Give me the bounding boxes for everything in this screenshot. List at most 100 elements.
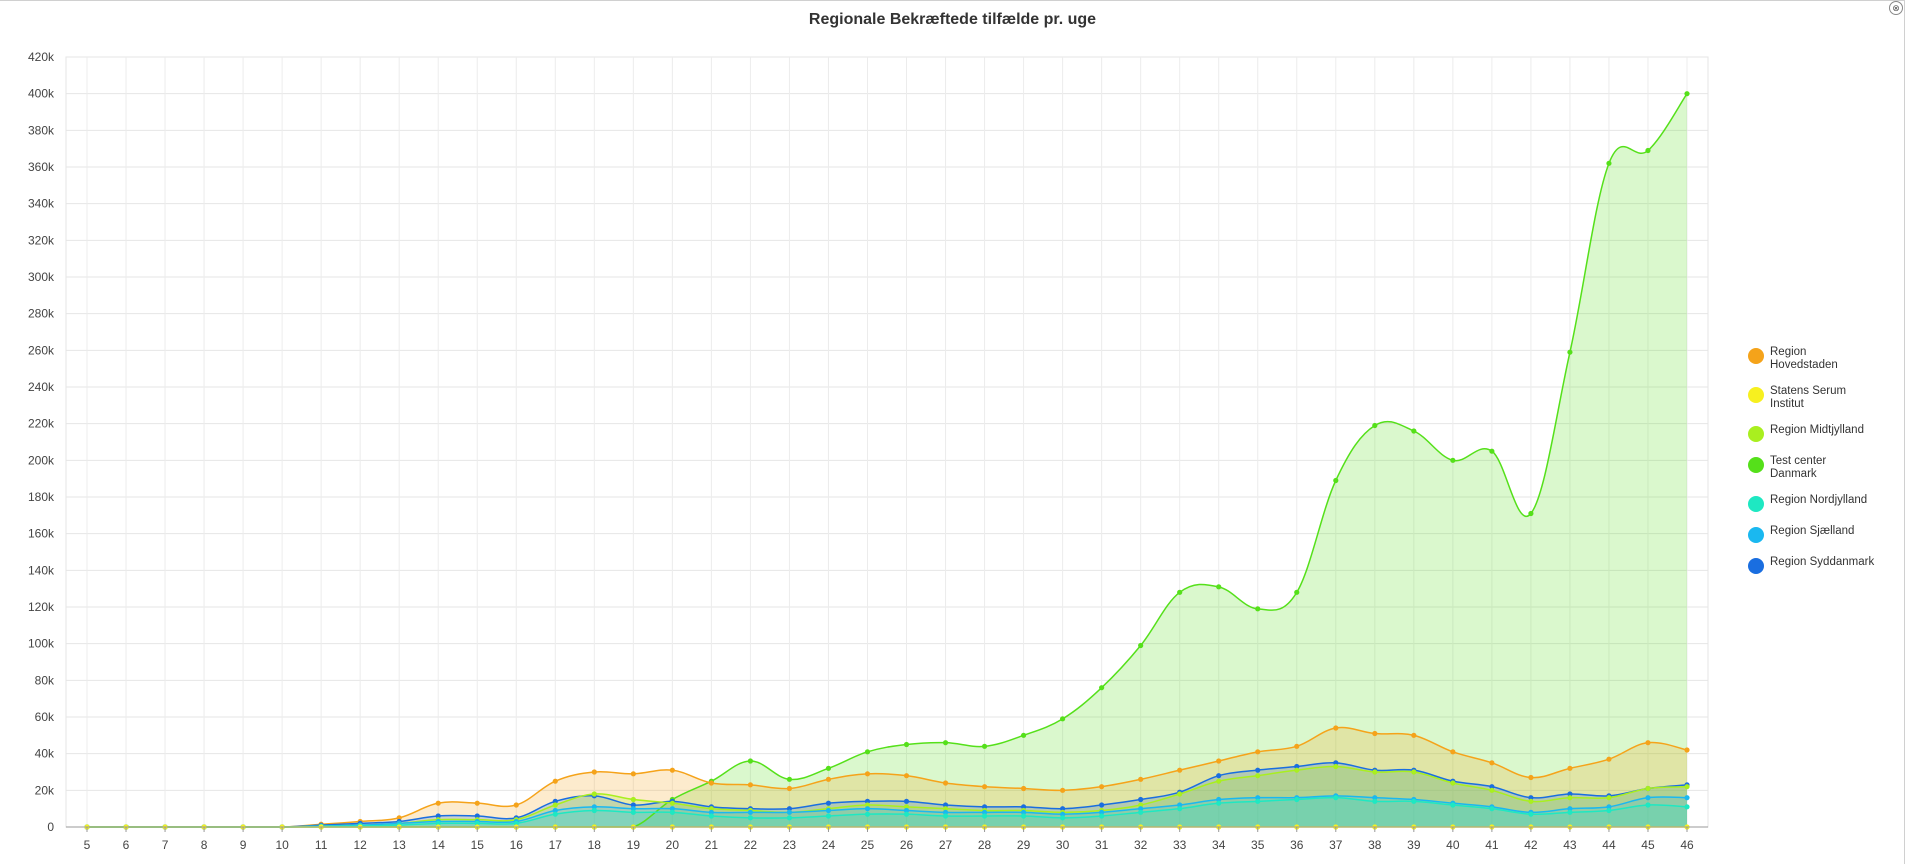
data-point xyxy=(1606,804,1612,810)
data-point xyxy=(1450,802,1456,808)
y-tick-label: 360k xyxy=(28,160,55,174)
x-tick-label: 42 xyxy=(1524,838,1538,852)
data-point xyxy=(1138,796,1144,803)
data-point xyxy=(1567,765,1573,771)
legend-item[interactable]: Region Sjælland xyxy=(1748,525,1898,543)
series-line xyxy=(87,796,1688,828)
data-point xyxy=(630,796,636,803)
y-tick-label: 100k xyxy=(28,637,55,651)
y-tick-label: 340k xyxy=(28,197,55,211)
data-point xyxy=(1020,813,1027,819)
data-point xyxy=(591,791,597,797)
y-tick-label: 380k xyxy=(28,123,55,137)
data-point xyxy=(1411,732,1417,738)
x-tick-label: 5 xyxy=(84,838,91,852)
data-point xyxy=(786,809,793,815)
y-tick-label: 180k xyxy=(28,490,55,504)
legend-label: Test center Danmark xyxy=(1770,455,1827,480)
data-point xyxy=(1606,160,1612,166)
data-point xyxy=(1138,802,1144,808)
data-point xyxy=(1255,795,1261,801)
data-point xyxy=(1216,758,1222,764)
legend-item[interactable]: Region Hovedstaden xyxy=(1748,346,1898,372)
x-tick-label: 31 xyxy=(1095,838,1109,852)
series-area xyxy=(87,797,1687,827)
data-point xyxy=(903,811,910,817)
x-tick-label: 32 xyxy=(1134,838,1148,852)
series-area xyxy=(87,766,1687,827)
data-point xyxy=(1372,422,1378,429)
legend-item[interactable]: Region Midtjylland xyxy=(1748,424,1898,442)
data-point xyxy=(669,806,675,812)
x-tick-label: 36 xyxy=(1290,838,1304,852)
x-tick-label: 45 xyxy=(1641,838,1655,852)
close-icon[interactable]: ⊗ xyxy=(1889,1,1903,15)
data-point xyxy=(1099,802,1105,808)
data-point xyxy=(1294,796,1300,803)
data-point xyxy=(1177,806,1183,812)
legend-item[interactable]: Region Syddanmark xyxy=(1748,556,1898,574)
x-tick-label: 35 xyxy=(1251,838,1265,852)
legend-label: Region Syddanmark xyxy=(1770,556,1875,568)
legend-label: Region Hovedstaden xyxy=(1770,346,1838,371)
data-point xyxy=(942,740,949,746)
point-layer xyxy=(84,91,1690,830)
data-point xyxy=(903,804,910,810)
x-tick-label: 43 xyxy=(1563,838,1577,852)
data-point xyxy=(747,782,754,788)
data-point xyxy=(1645,785,1651,792)
y-tick-label: 240k xyxy=(28,380,55,394)
data-point xyxy=(1684,747,1690,753)
data-point xyxy=(1216,800,1222,806)
series-line xyxy=(87,761,1688,828)
area-layer xyxy=(87,93,1687,827)
data-point xyxy=(1528,774,1534,781)
data-point xyxy=(630,806,636,812)
data-point xyxy=(1528,510,1534,517)
data-point xyxy=(1138,642,1144,649)
data-point xyxy=(981,784,988,790)
data-point xyxy=(1255,767,1261,773)
data-point xyxy=(1255,606,1261,612)
data-point xyxy=(864,806,871,812)
data-point xyxy=(630,771,636,777)
y-tick-label: 40k xyxy=(35,747,55,761)
data-point xyxy=(1489,784,1495,790)
data-point xyxy=(1645,147,1651,154)
x-tick-label: 21 xyxy=(705,838,719,852)
y-tick-label: 120k xyxy=(28,600,55,614)
data-point xyxy=(708,809,714,815)
data-point xyxy=(1489,760,1495,766)
data-point xyxy=(1684,795,1690,801)
legend-item[interactable]: Test center Danmark xyxy=(1748,455,1898,481)
data-point xyxy=(1099,813,1105,819)
plot-area xyxy=(65,56,1709,828)
data-point xyxy=(942,806,949,812)
data-point xyxy=(1528,795,1534,801)
legend-item[interactable]: Statens Serum Institut xyxy=(1748,385,1898,411)
x-tick-label: 37 xyxy=(1329,838,1343,852)
data-point xyxy=(1216,584,1222,590)
x-tick-label: 13 xyxy=(393,838,407,852)
data-point xyxy=(1450,780,1456,786)
data-point xyxy=(1528,811,1534,817)
data-point xyxy=(981,743,988,749)
legend-item[interactable]: Region Nordjylland xyxy=(1748,494,1898,512)
y-tick-label: 160k xyxy=(28,527,55,541)
data-point xyxy=(1372,769,1378,775)
data-point xyxy=(1294,589,1300,595)
data-point xyxy=(1294,763,1300,770)
data-point xyxy=(474,800,480,806)
x-tick-label: 20 xyxy=(666,838,680,852)
data-point xyxy=(669,800,675,806)
y-tick-label: 140k xyxy=(28,563,55,577)
data-point xyxy=(786,776,793,782)
x-tick-label: 30 xyxy=(1056,838,1070,852)
data-point xyxy=(435,820,441,826)
data-point xyxy=(1372,730,1378,737)
data-point xyxy=(864,771,871,777)
data-point xyxy=(1372,798,1378,804)
data-point xyxy=(1255,773,1261,779)
data-point xyxy=(825,776,832,782)
